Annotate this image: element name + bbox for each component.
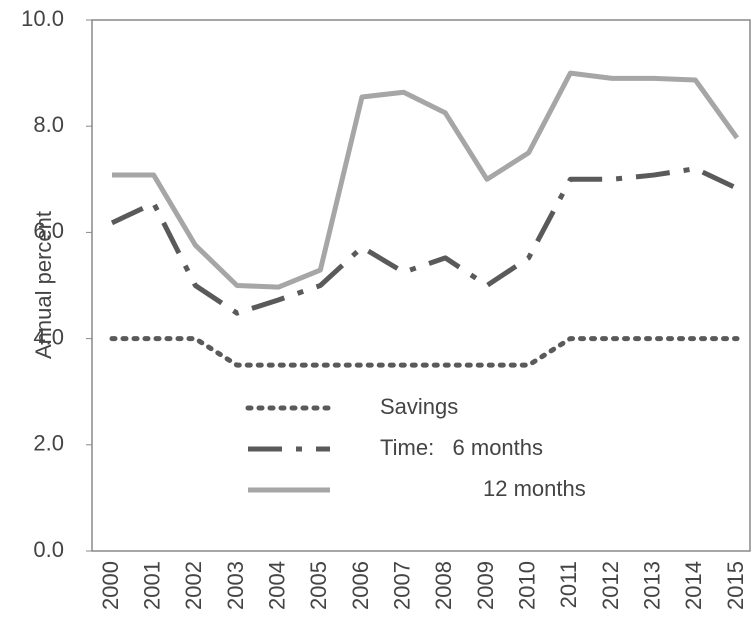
series-line <box>112 70 740 290</box>
y-tick-label: 8.0 <box>33 112 64 137</box>
legend-label: Time: 6 months <box>380 435 543 460</box>
legend-label: 12 months <box>483 476 586 501</box>
y-tick-label: 2.0 <box>33 431 64 456</box>
x-tick-label: 2015 <box>723 561 748 610</box>
x-tick-label: 2011 <box>556 561 581 608</box>
x-tick-label: 2007 <box>389 561 414 610</box>
x-tick-label: 2013 <box>639 561 664 610</box>
x-tick-label: 2008 <box>431 561 456 610</box>
legend-label: Savings <box>380 394 458 419</box>
plot-frame <box>91 19 751 552</box>
x-tick-label: 2014 <box>681 561 706 610</box>
y-tick-label: 4.0 <box>33 324 64 349</box>
x-tick-label: 2000 <box>98 561 123 610</box>
y-axis-label: Annual percent <box>31 211 56 359</box>
x-tick-label: 2005 <box>306 561 331 610</box>
x-tick-label: 2003 <box>223 561 248 610</box>
series-line <box>109 336 740 368</box>
x-tick-label: 2001 <box>139 561 164 610</box>
series-line <box>110 166 739 316</box>
y-tick-label: 10.0 <box>21 6 64 31</box>
x-tick-label: 2002 <box>181 561 206 610</box>
x-tick-label: 2010 <box>514 561 539 610</box>
x-tick-label: 2006 <box>348 561 373 610</box>
x-tick-label: 2012 <box>598 561 623 610</box>
y-tick-label: 0.0 <box>33 537 64 562</box>
y-tick-label: 6.0 <box>33 218 64 243</box>
x-tick-label: 2004 <box>264 561 289 610</box>
x-tick-label: 2009 <box>473 561 498 610</box>
